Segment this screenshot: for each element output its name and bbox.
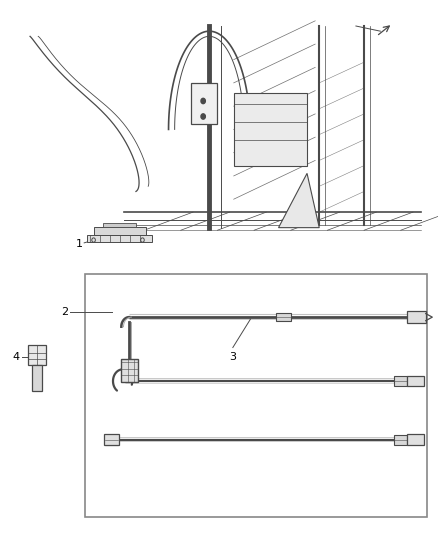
Bar	[407, 434, 424, 445]
Bar	[104, 434, 119, 445]
Bar	[105, 435, 118, 445]
Bar	[234, 93, 307, 166]
Circle shape	[201, 98, 205, 103]
Text: 2: 2	[61, 307, 68, 317]
Circle shape	[201, 114, 205, 119]
Bar	[94, 228, 146, 235]
Bar	[87, 235, 152, 242]
Bar	[103, 223, 136, 228]
Text: 3: 3	[230, 352, 237, 362]
Bar	[407, 376, 424, 386]
Bar	[407, 311, 426, 323]
Text: 4: 4	[13, 352, 20, 362]
Bar	[394, 376, 407, 386]
Bar	[85, 274, 427, 517]
Bar	[121, 359, 138, 382]
Bar	[191, 83, 217, 124]
Polygon shape	[279, 173, 319, 228]
Bar	[28, 345, 46, 365]
Bar	[276, 313, 291, 321]
Text: 1: 1	[75, 239, 82, 249]
Bar	[32, 365, 42, 391]
Bar	[394, 435, 407, 445]
